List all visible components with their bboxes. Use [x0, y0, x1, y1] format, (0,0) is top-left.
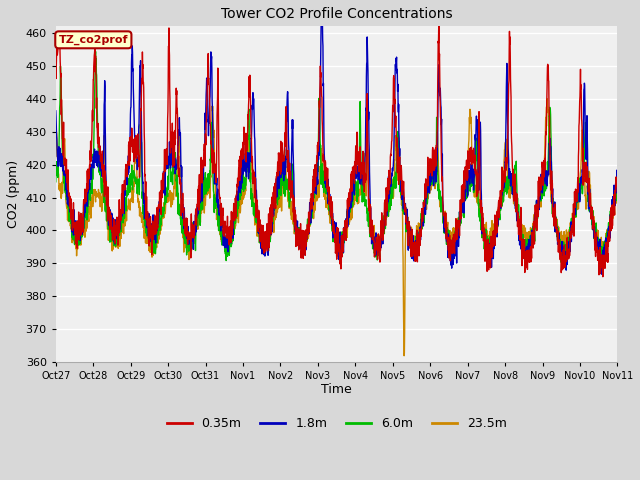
- 0.35m: [580, 169, 588, 175]
- Line: 6.0m: 6.0m: [56, 51, 618, 262]
- Legend: 0.35m, 1.8m, 6.0m, 23.5m: 0.35m, 1.8m, 6.0m, 23.5m: [161, 412, 511, 435]
- 1.8m: [564, 244, 572, 250]
- 23.5m: [543, 96, 551, 102]
- 1.8m: [580, 116, 588, 121]
- Text: TZ_co2prof: TZ_co2prof: [59, 35, 128, 45]
- 6.0m: [92, 48, 99, 54]
- 0.35m: [52, 61, 60, 67]
- 6.0m: [564, 251, 572, 257]
- 0.35m: [353, 156, 360, 162]
- 1.8m: [614, 182, 621, 188]
- 6.0m: [209, 166, 216, 172]
- Line: 1.8m: 1.8m: [56, 0, 618, 274]
- 0.35m: [365, 208, 373, 214]
- 23.5m: [580, 165, 588, 170]
- 23.5m: [353, 193, 360, 199]
- 6.0m: [353, 199, 361, 204]
- 23.5m: [500, 158, 508, 164]
- 23.5m: [614, 194, 621, 200]
- 1.8m: [353, 170, 361, 176]
- 0.35m: [614, 188, 621, 194]
- 0.35m: [564, 254, 572, 260]
- 0.35m: [599, 274, 607, 280]
- 6.0m: [500, 193, 508, 199]
- 1.8m: [500, 180, 508, 185]
- 0.35m: [209, 154, 216, 159]
- 6.0m: [52, 179, 60, 185]
- 23.5m: [400, 353, 408, 359]
- 1.8m: [209, 105, 216, 110]
- 6.0m: [580, 154, 588, 159]
- 23.5m: [564, 229, 572, 235]
- 1.8m: [598, 271, 605, 277]
- 6.0m: [614, 195, 621, 201]
- X-axis label: Time: Time: [321, 383, 352, 396]
- 23.5m: [365, 202, 373, 208]
- 0.35m: [500, 175, 508, 181]
- 6.0m: [557, 259, 565, 265]
- Line: 0.35m: 0.35m: [56, 24, 618, 277]
- Line: 23.5m: 23.5m: [56, 99, 618, 356]
- 1.8m: [365, 146, 373, 152]
- 6.0m: [365, 224, 373, 229]
- 23.5m: [52, 154, 60, 159]
- 0.35m: [435, 22, 443, 27]
- Title: Tower CO2 Profile Concentrations: Tower CO2 Profile Concentrations: [221, 7, 452, 21]
- Y-axis label: CO2 (ppm): CO2 (ppm): [7, 160, 20, 228]
- 23.5m: [209, 108, 216, 114]
- 1.8m: [52, 108, 60, 114]
